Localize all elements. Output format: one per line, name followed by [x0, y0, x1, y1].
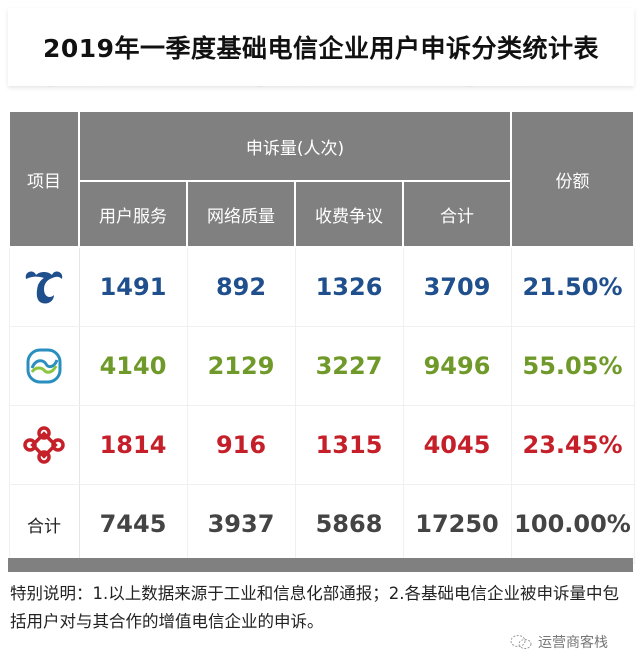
mobile-subtotal: 9496: [402, 326, 512, 406]
telecom-subtotal: 3709: [402, 246, 512, 327]
telecom-user-service: 1491: [78, 246, 188, 327]
complaint-table: 项目 申诉量(人次) 份额 用户服务 网络质量 收费争议 合计 1491 892…: [8, 110, 636, 564]
unicom-network-quality: 916: [186, 405, 296, 485]
telecom-network-quality: 892: [186, 246, 296, 327]
total-share: 100.00%: [510, 484, 635, 564]
china-mobile-logo: [8, 326, 80, 406]
subheader-network-quality: 网络质量: [186, 180, 296, 248]
mobile-network-quality: 2129: [186, 326, 296, 406]
unicom-billing-dispute: 1315: [294, 405, 404, 485]
china-telecom-icon: [25, 271, 63, 304]
total-subtotal: 17250: [402, 484, 512, 564]
telecom-share: 21.50%: [510, 246, 635, 327]
header-share: 份额: [510, 110, 636, 248]
unicom-subtotal: 4045: [402, 405, 512, 485]
total-billing-dispute: 5868: [294, 484, 404, 564]
china-unicom-icon: [23, 426, 65, 464]
mobile-user-service: 4140: [78, 326, 188, 406]
telecom-billing-dispute: 1326: [294, 246, 404, 327]
table-row-total: 合计 7445 3937 5868 17250 100.00%: [8, 484, 635, 564]
header-item: 项目: [8, 110, 80, 248]
page-title: 2019年一季度基础电信企业用户申诉分类统计表: [42, 34, 600, 63]
unicom-share: 23.45%: [510, 405, 635, 485]
table-row-mobile: 4140 2129 3227 9496 55.05%: [8, 326, 635, 406]
china-mobile-icon: [26, 348, 62, 384]
unicom-user-service: 1814: [78, 405, 188, 485]
footnote: 特别说明：1.以上数据来源于工业和信息化部通报；2.各基础电信企业被申诉量中包括…: [10, 584, 619, 631]
title-card: 2019年一季度基础电信企业用户申诉分类统计表: [8, 8, 634, 86]
total-network-quality: 3937: [186, 484, 296, 564]
subheader-billing-dispute: 收费争议: [294, 180, 404, 248]
mobile-billing-dispute: 3227: [294, 326, 404, 406]
header-complaint-volume: 申诉量(人次): [77, 110, 513, 182]
china-unicom-logo: [8, 405, 80, 485]
source-credit: 运营商客栈: [510, 632, 608, 652]
subheader-user-service: 用户服务: [78, 180, 188, 248]
table-row-unicom: 1814 916 1315 4045 23.45%: [8, 405, 635, 485]
wechat-icon: [510, 635, 532, 649]
table-footer-bar: [8, 558, 633, 572]
subheader-subtotal: 合计: [401, 180, 513, 248]
total-user-service: 7445: [78, 484, 188, 564]
total-label: 合计: [8, 484, 80, 564]
table-row-telecom: 1491 892 1326 3709 21.50%: [8, 246, 635, 327]
mobile-share: 55.05%: [510, 326, 635, 406]
credit-text: 运营商客栈: [538, 635, 608, 651]
china-telecom-logo: [8, 246, 80, 327]
